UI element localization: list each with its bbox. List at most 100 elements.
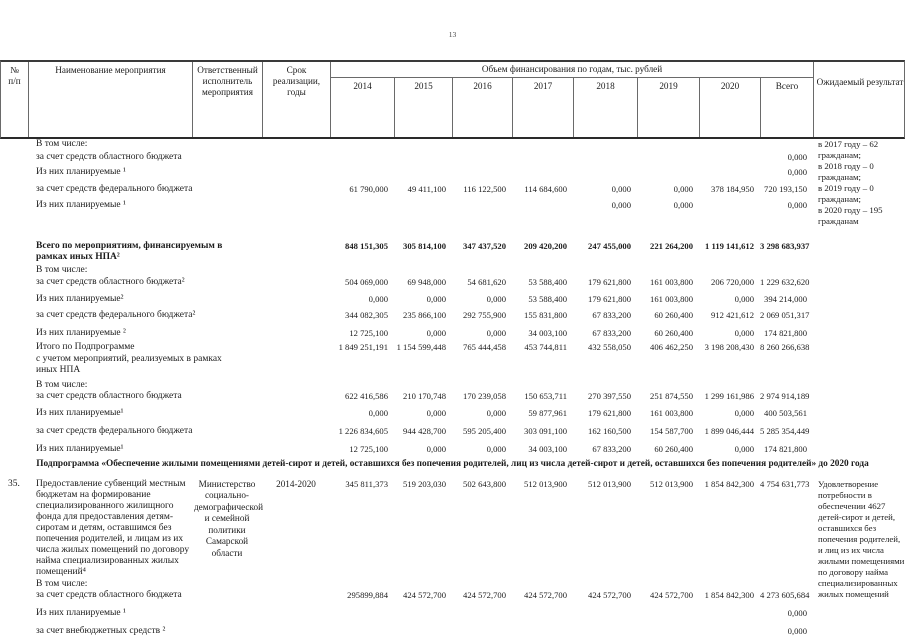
row-number [0, 184, 28, 185]
value-2020: 1 119 141,612 [705, 240, 754, 251]
value-2014 [330, 380, 394, 381]
value-2018 [573, 139, 637, 140]
value-2015 [394, 265, 452, 266]
header-year-2016: 2016 [453, 78, 513, 137]
value-2017: 155 831,800 [524, 310, 567, 320]
row-number [0, 200, 28, 201]
value-2014: 61 790,000 [349, 183, 388, 194]
row-number [0, 241, 28, 242]
row-number [0, 426, 28, 427]
table-row: В том числе: [0, 380, 905, 392]
row-number [0, 152, 28, 153]
value-2020: 0,000 [734, 407, 754, 418]
value-2017 [512, 152, 573, 153]
value-2016: 0,000 [486, 327, 506, 338]
row-label: за счет средств областного бюджета [36, 151, 182, 162]
value-2020 [699, 167, 760, 168]
page-number: 13 [448, 30, 457, 39]
value-2015: 0,000 [426, 443, 446, 454]
value-Всего: 0,000 [787, 151, 807, 162]
value-2015: 0,000 [426, 293, 446, 304]
value-2020: 3 198 208,430 [704, 342, 754, 352]
row-label: за счет средств федерального бюджета [36, 183, 193, 194]
value-2018: 179 621,800 [588, 293, 631, 304]
value-Всего: 720 193,150 [764, 183, 807, 194]
table-row: за счет средств федерального бюджета 1 22… [0, 426, 905, 438]
table-row: В том числе: [0, 579, 905, 591]
value-2017 [512, 608, 573, 609]
value-2016: 292 755,900 [463, 310, 506, 320]
value-2019 [637, 152, 699, 153]
value-2019 [637, 579, 699, 580]
header-year-2018: 2018 [574, 78, 638, 137]
value-2014: 345 811,373 [345, 478, 388, 489]
expected-result: Удовлетворение потребности в обеспечении… [818, 478, 905, 599]
table-row: за счет средств областного бюджета 295899… [0, 590, 905, 602]
value-Всего: 400 503,561 [764, 407, 807, 418]
value-2019: 512 013,900 [650, 478, 693, 489]
value-2014: 1 849 251,191 [338, 342, 388, 352]
value-2017: 209 420,200 [524, 240, 567, 251]
value-2015: 1 154 599,448 [396, 342, 446, 352]
table-row: за счет средств областного бюджета 0,000 [0, 152, 905, 164]
value-2016 [452, 380, 512, 381]
row-label: В том числе: [36, 578, 88, 589]
value-2018: 0,000 [611, 200, 631, 210]
table-header: № п/п Наименование мероприятия Ответстве… [0, 60, 905, 139]
value-2015 [394, 626, 452, 627]
value-2015 [394, 579, 452, 580]
value-2019: 161 003,800 [650, 407, 693, 418]
value-2015 [394, 200, 452, 201]
value-2016: 424 572,700 [463, 590, 506, 600]
row-label: Из них планируемые ¹ [36, 200, 126, 210]
value-2016: 595 205,400 [463, 426, 506, 436]
row-label: Из них планируемые¹ [36, 443, 124, 454]
value-2018 [573, 579, 637, 580]
value-Всего: 2 069 051,317 [760, 310, 810, 320]
value-2020 [699, 152, 760, 153]
value-2019: 161 003,800 [650, 293, 693, 304]
value-2017: 150 653,711 [524, 391, 567, 401]
value-2020 [699, 626, 760, 627]
table-row: Из них планируемые ¹ 0,000 [0, 608, 905, 620]
value-2015 [394, 380, 452, 381]
value-2014: 12 725,100 [349, 327, 388, 338]
value-2014: 0,000 [368, 293, 388, 304]
value-2019: 0,000 [673, 183, 693, 194]
value-2016 [452, 139, 512, 140]
value-2019: 406 462,250 [650, 342, 693, 352]
value-2019: 251 874,550 [650, 391, 693, 401]
value-2020: 1 854 842,300 [704, 478, 754, 489]
value-2014: 0,000 [368, 407, 388, 418]
value-Всего: 174 821,800 [764, 327, 807, 338]
row-label: за счет внебюджетных средств ² [36, 626, 166, 636]
value-2015: 305 814,100 [403, 240, 446, 251]
value-2016 [452, 265, 512, 266]
value-2018: 67 833,200 [592, 327, 631, 338]
value-2016 [452, 608, 512, 609]
value-2019 [637, 265, 699, 266]
subprogram-title: Подпрограмма «Обеспечение жилыми помещен… [36, 459, 869, 469]
value-2017: 303 091,100 [524, 426, 567, 436]
table-row: Из них планируемые ¹ 0,000 [0, 167, 905, 179]
value-2017: 114 684,600 [524, 183, 567, 194]
row-number [0, 444, 28, 445]
header-year-2014: 2014 [331, 78, 395, 137]
value-2018: 270 397,550 [588, 391, 631, 401]
value-2020: 1 854 842,300 [704, 590, 754, 600]
value-2016: 54 681,620 [467, 277, 506, 287]
value-2018 [573, 626, 637, 627]
header-financing-group: Объем финансирования по годам, тыс. рубл… [331, 62, 814, 78]
row-number [0, 265, 28, 266]
value-Всего [760, 265, 813, 266]
value-2020: 0,000 [734, 327, 754, 338]
value-Всего: 0,000 [787, 167, 807, 177]
value-2015 [394, 608, 452, 609]
value-Всего: 394 214,000 [764, 293, 807, 304]
row-number [0, 342, 28, 343]
value-Всего: 1 229 632,620 [760, 277, 810, 287]
row-period: 2014-2020 [276, 478, 316, 489]
value-2020 [699, 579, 760, 580]
value-2017: 453 744,811 [524, 342, 567, 352]
value-2015: 519 203,030 [403, 478, 446, 489]
